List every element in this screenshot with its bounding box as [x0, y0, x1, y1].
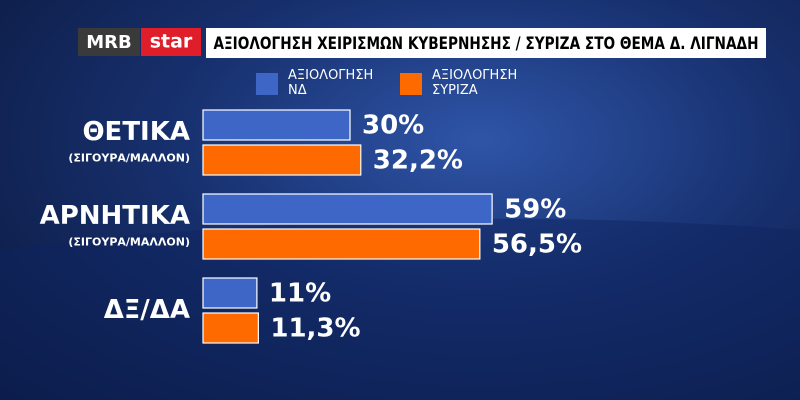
bar	[202, 109, 351, 141]
value-label: 30%	[362, 111, 424, 141]
bar	[202, 312, 259, 344]
value-label: 56,5%	[492, 230, 582, 260]
bar	[202, 144, 362, 176]
legend-label: ΑΞΙΟΛΟΓΗΣΗ ΝΔ	[288, 68, 374, 98]
value-label: 59%	[504, 195, 566, 225]
logo-box	[141, 28, 201, 56]
chart-title: ΑΞΙΟΛΟΓΗΣΗ ΧΕΙΡΙΣΜΩΝ ΚΥΒΕΡΝΗΣΗΣ / ΣΥΡΙΖΑ…	[214, 34, 759, 54]
bar	[202, 277, 258, 309]
legend-swatch	[400, 73, 422, 95]
bar	[202, 228, 481, 260]
value-label: 11,3%	[270, 314, 360, 344]
legend-swatch	[256, 73, 278, 95]
backdrop-swoosh	[0, 218, 800, 400]
value-label: 32,2%	[373, 146, 463, 176]
category-label: ΘΕΤΙΚΑ	[82, 117, 190, 147]
logo-mrb: MRB	[86, 32, 132, 53]
legend-label: ΑΞΙΟΛΟΓΗΣΗ ΣΥΡΙΖΑ	[432, 68, 518, 98]
category-label: ΑΡΝΗΤΙΚΑ	[40, 201, 190, 231]
category-label: ΔΞ/ΔΑ	[104, 295, 190, 325]
bar	[202, 193, 493, 225]
value-label: 11%	[269, 279, 331, 309]
logo-star: star	[150, 31, 193, 53]
logo-box	[78, 28, 140, 56]
title-box	[206, 28, 766, 58]
category-subtitle: (ΣΙΓΟΥΡΑ/ΜΑΛΛΟΝ)	[68, 152, 190, 165]
category-subtitle: (ΣΙΓΟΥΡΑ/ΜΑΛΛΟΝ)	[68, 236, 190, 249]
